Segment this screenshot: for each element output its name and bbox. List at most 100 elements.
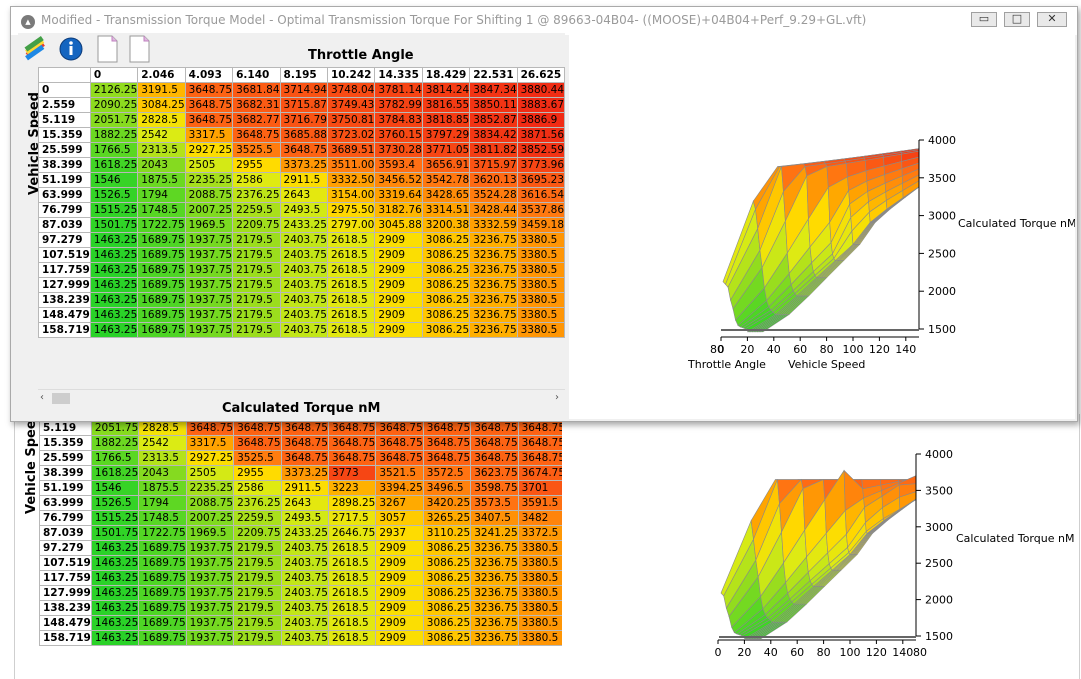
table-cell[interactable]: 2313.5 — [137, 142, 186, 158]
table-cell[interactable]: 3236.75 — [470, 555, 519, 571]
scroll-left-arrow-icon[interactable]: ‹ — [40, 392, 44, 403]
table-cell[interactable]: 3695.23 — [516, 172, 566, 188]
table-cell[interactable]: 2259.5 — [232, 202, 281, 218]
table-cell[interactable]: 3648.75 — [422, 435, 472, 451]
row-header[interactable]: 25.599 — [38, 142, 91, 158]
table-cell[interactable]: 1689.75 — [138, 540, 187, 556]
table-cell[interactable]: 3648.75 — [327, 420, 377, 436]
scroll-right-arrow-icon[interactable]: › — [555, 392, 559, 403]
table-cell[interactable]: 3241.25 — [470, 525, 519, 541]
row-header[interactable]: 117.759 — [38, 262, 91, 278]
table-cell[interactable]: 2505 — [185, 465, 235, 481]
table-cell[interactable]: 2179.5 — [232, 232, 281, 248]
minimize-button[interactable]: ▭ — [971, 12, 997, 27]
table-cell[interactable]: 3154.00 — [326, 187, 376, 203]
table-cell[interactable]: 3236.75 — [470, 585, 519, 601]
table-cell[interactable]: 2313.5 — [138, 450, 187, 466]
table-cell[interactable]: 3850.11 — [469, 97, 518, 113]
row-header[interactable]: 63.999 — [38, 187, 91, 203]
table-cell[interactable]: 1463.25 — [89, 232, 139, 248]
table-cell[interactable]: 3701 — [517, 480, 562, 496]
table-cell[interactable]: 3459.18 — [516, 217, 566, 233]
row-header[interactable]: 158.719 — [38, 322, 91, 338]
table-cell[interactable]: 1722.75 — [137, 217, 186, 233]
table-cell[interactable]: 3407.5 — [470, 510, 519, 526]
column-header[interactable]: 0 — [89, 67, 139, 83]
table-cell[interactable]: 3648.75 — [327, 450, 377, 466]
table-cell[interactable]: 1748.5 — [137, 202, 186, 218]
table-cell[interactable]: 1463.25 — [89, 262, 139, 278]
table-cell[interactable]: 3373.25 — [279, 157, 328, 173]
table-cell[interactable]: 3086.25 — [421, 247, 471, 263]
table-cell[interactable]: 2797.00 — [326, 217, 376, 233]
table-cell[interactable]: 3648.75 — [327, 435, 377, 451]
table-cell[interactable]: 3525.5 — [232, 142, 281, 158]
table-cell[interactable]: 3648.75 — [184, 112, 234, 128]
table-cell[interactable]: 2179.5 — [232, 262, 281, 278]
table-cell[interactable]: 3648.75 — [422, 450, 472, 466]
table-cell[interactable]: 1689.75 — [138, 615, 187, 631]
column-header[interactable]: 4.093 — [184, 67, 234, 83]
table-cell[interactable]: 1937.75 — [185, 570, 235, 586]
table-cell[interactable]: 3681.84 — [232, 82, 281, 98]
table-cell[interactable]: 3648.75 — [470, 450, 519, 466]
table-cell[interactable]: 3781.14 — [374, 82, 423, 98]
table-cell[interactable]: 3380.5 — [516, 232, 566, 248]
table-cell[interactable]: 3886.9 — [516, 112, 566, 128]
table-cell[interactable]: 3086.25 — [422, 555, 472, 571]
table-cell[interactable]: 3648.75 — [184, 82, 234, 98]
table-cell[interactable]: 3797.29 — [421, 127, 471, 143]
table-cell[interactable]: 3086.25 — [421, 232, 471, 248]
table-cell[interactable]: 2088.75 — [184, 187, 234, 203]
torque-table[interactable]: 0 2.046 4.093 6.140 8.195 10.242 14.335 18.429 2… — [38, 67, 566, 338]
table-cell[interactable]: 2909 — [375, 600, 424, 616]
row-header[interactable]: 76.799 — [38, 202, 91, 218]
table-cell[interactable]: 1689.75 — [137, 322, 186, 338]
table-cell[interactable]: 3236.75 — [469, 322, 518, 338]
row-header[interactable]: 148.479 — [38, 307, 91, 323]
table-cell[interactable]: 2909 — [374, 307, 423, 323]
table-cell[interactable]: 3380.5 — [517, 600, 562, 616]
table-cell[interactable]: 3648.75 — [280, 420, 329, 436]
table-cell[interactable]: 2126.25 — [89, 82, 139, 98]
table-cell[interactable]: 2646.75 — [327, 525, 377, 541]
table-cell[interactable]: 1463.25 — [90, 585, 140, 601]
table-cell[interactable]: 3682.77 — [232, 112, 281, 128]
table-cell[interactable]: 3648.75 — [280, 435, 329, 451]
table-cell[interactable]: 3511.00 — [326, 157, 376, 173]
table-cell[interactable]: 1689.75 — [137, 262, 186, 278]
row-header[interactable]: 107.519 — [38, 247, 91, 263]
table-cell[interactable]: 3380.5 — [516, 277, 566, 293]
table-cell[interactable]: 3656.91 — [421, 157, 471, 173]
table-cell[interactable]: 1875.5 — [138, 480, 187, 496]
table-cell[interactable]: 3236.75 — [470, 630, 519, 646]
table-cell[interactable]: 3317.5 — [185, 435, 235, 451]
row-header[interactable]: 76.799 — [39, 510, 92, 526]
table-cell[interactable]: 2259.5 — [233, 510, 282, 526]
table-cell[interactable]: 3496.5 — [422, 480, 472, 496]
table-cell[interactable]: 3542.78 — [421, 172, 471, 188]
table-cell[interactable]: 2909 — [374, 292, 423, 308]
table-cell[interactable]: 2403.75 — [280, 570, 329, 586]
table-cell[interactable]: 3572.5 — [422, 465, 472, 481]
table-cell[interactable]: 1937.75 — [185, 615, 235, 631]
table-cell[interactable]: 3394.25 — [375, 480, 424, 496]
table-cell[interactable]: 1463.25 — [90, 570, 140, 586]
table-cell[interactable]: 2618.5 — [327, 600, 377, 616]
table-cell[interactable]: 3648.75 — [517, 450, 562, 466]
table-cell[interactable]: 2403.75 — [279, 232, 328, 248]
row-header[interactable]: 38.399 — [39, 465, 92, 481]
scrollbar-thumb[interactable] — [52, 393, 70, 404]
table-cell[interactable]: 3236.75 — [470, 600, 519, 616]
table-cell[interactable]: 1463.25 — [89, 292, 139, 308]
table-cell[interactable]: 3648.75 — [233, 420, 282, 436]
table-cell[interactable]: 2909 — [374, 322, 423, 338]
table-cell[interactable]: 3223 — [327, 480, 377, 496]
table-cell[interactable]: 2179.5 — [232, 322, 281, 338]
table-cell[interactable]: 3314.51 — [421, 202, 471, 218]
table-cell[interactable]: 2043 — [138, 465, 187, 481]
table-cell[interactable]: 2909 — [375, 555, 424, 571]
table-cell[interactable]: 1766.5 — [89, 142, 139, 158]
table-cell[interactable]: 1689.75 — [138, 600, 187, 616]
table-cell[interactable]: 3748.04 — [326, 82, 376, 98]
